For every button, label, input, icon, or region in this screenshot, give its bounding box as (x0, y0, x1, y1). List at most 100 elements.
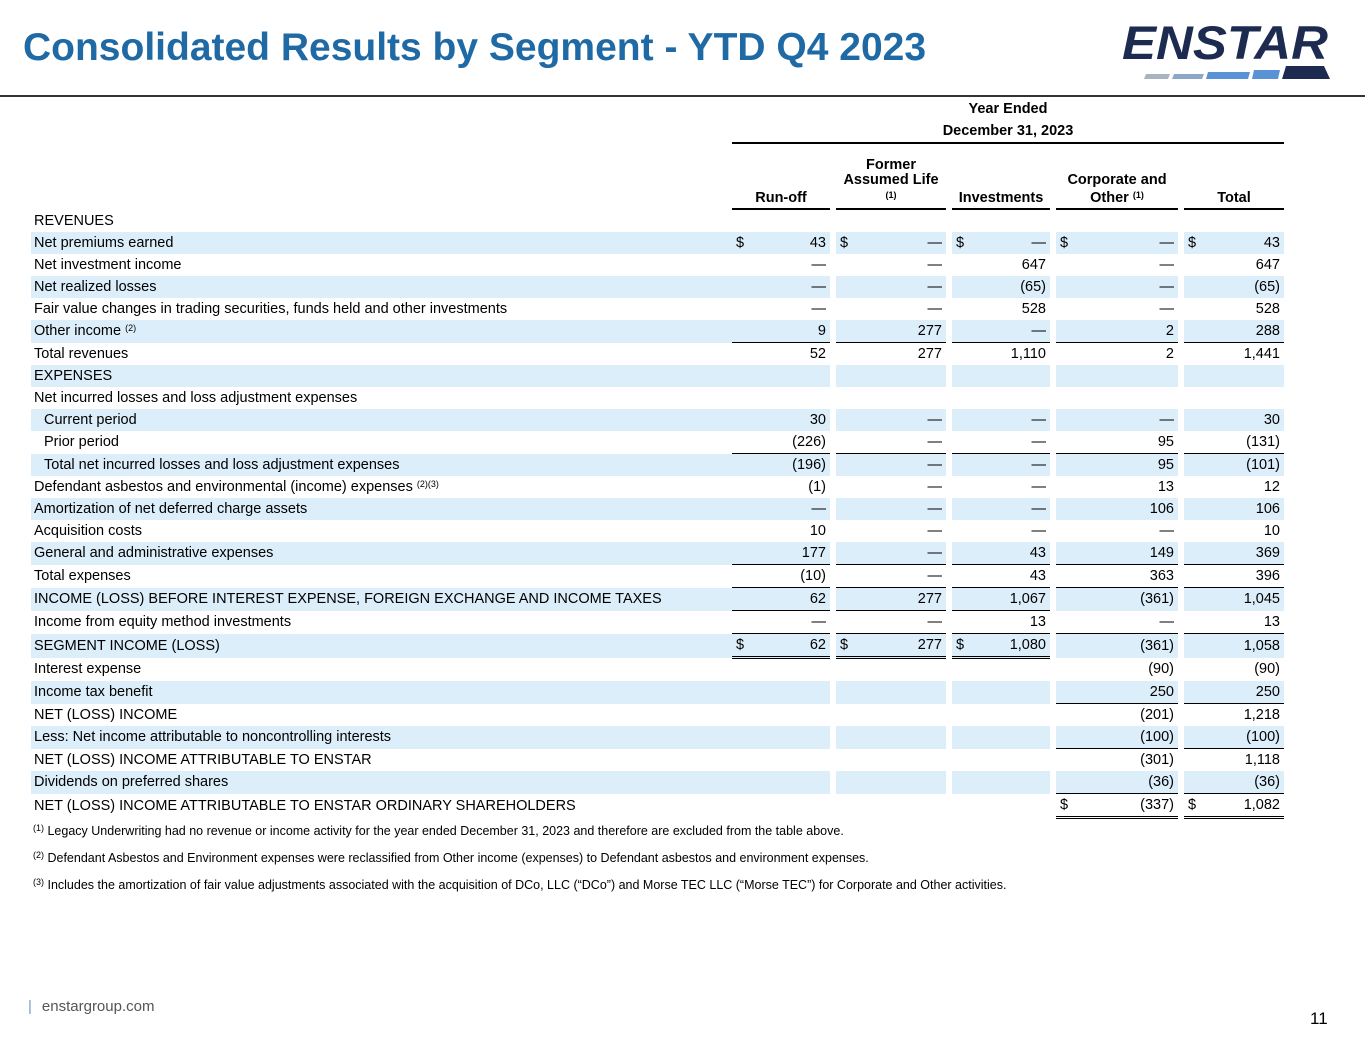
value-cell: — (836, 564, 946, 588)
row-label: Prior period (44, 434, 119, 451)
value-cell: 12 (1263, 479, 1280, 495)
segment-results-table: Year Ended December 31, 2023 Run-off Former… (31, 98, 1284, 819)
row-label: Total revenues (34, 345, 129, 362)
table-row: Total net incurred losses and loss adjus… (31, 453, 1284, 476)
value-cell: — (927, 257, 943, 273)
period-date: December 31, 2023 (732, 120, 1284, 144)
value-cell (952, 365, 1050, 387)
value-cell: $43 (732, 232, 830, 254)
value-cell: 277 (836, 320, 946, 343)
value-cell: (90) (1254, 661, 1280, 678)
value-cell: 277 (836, 342, 946, 365)
row-label: Dividends on preferred shares (31, 771, 732, 794)
row-label: NET (LOSS) INCOME ATTRIBUTABLE TO ENSTAR… (34, 797, 576, 814)
page-title: Consolidated Results by Segment - YTD Q4… (23, 26, 927, 69)
value-cell: 396 (1184, 564, 1284, 588)
value-cell: 277 (836, 587, 946, 611)
value-cell: 2 (1056, 342, 1178, 365)
value-cell: 43 (952, 564, 1050, 588)
footnote-1: (1) Legacy Underwriting had no revenue o… (33, 823, 844, 839)
row-label: Net incurred losses and loss adjustment … (34, 390, 358, 406)
value-cell (836, 794, 946, 818)
value-cell (732, 681, 830, 704)
col-investments: Investments (952, 143, 1050, 210)
col-runoff: Run-off (732, 143, 830, 210)
value-cell (836, 771, 946, 794)
value-cell (836, 658, 946, 682)
col-corporate-other: Corporate and Other (1) (1056, 143, 1178, 210)
value-cell: (201) (1056, 703, 1178, 726)
value-cell: 1,218 (1184, 703, 1284, 726)
value-cell: 647 (1021, 257, 1046, 273)
table-row: Dividends on preferred shares (36) (36) (31, 771, 1284, 794)
value-cell: (301) (1056, 748, 1178, 771)
table-row: Acquisition costs 10 — — — 10 (31, 520, 1284, 542)
value-cell: (10) (732, 564, 830, 588)
row-label: Total expenses (34, 568, 131, 584)
currency-symbol: $ (1060, 235, 1069, 251)
value-cell: 95 (1056, 453, 1178, 476)
row-label: EXPENSES (31, 365, 732, 387)
value-cell: — (836, 610, 946, 634)
value-cell: 1,045 (1184, 587, 1284, 611)
value-cell: $ — (836, 232, 946, 254)
value-cell: (90) (1148, 661, 1174, 678)
value-cell: (36) (1056, 771, 1178, 794)
value-cell (836, 749, 946, 772)
value-cell: — (1159, 523, 1175, 539)
value-cell (732, 387, 830, 409)
value-cell: 10 (1263, 523, 1280, 539)
value-cell: — (952, 453, 1050, 476)
value-cell: — (1031, 523, 1047, 539)
currency-symbol: $ (1188, 235, 1197, 251)
footer-website: enstargroup.com (41, 998, 155, 1015)
value-cell (732, 658, 830, 682)
value-cell: (101) (1184, 453, 1284, 476)
value-cell: — (732, 498, 830, 520)
value-cell (732, 749, 830, 772)
table-row: Current period 30— — —30 (31, 409, 1284, 431)
value-cell (952, 209, 1050, 232)
value-cell (836, 387, 946, 409)
value-cell: (100) (1184, 726, 1284, 749)
value-cell: — (952, 498, 1050, 520)
value-cell: — (1031, 479, 1047, 495)
value-cell: 1,118 (1184, 748, 1284, 771)
value-cell: 13 (1263, 613, 1280, 630)
currency-symbol: $ (956, 235, 965, 251)
value-cell: 177 (732, 542, 830, 565)
row-label: SEGMENT INCOME (LOSS) (31, 633, 732, 658)
row-label: Acquisition costs (34, 523, 142, 539)
footnote-3: (3) Includes the amortization of fair va… (33, 877, 1007, 893)
value-cell: 30 (1184, 409, 1284, 431)
value-cell: — (1056, 409, 1178, 431)
table-row: Prior period (226) — — 95 (131) (31, 431, 1284, 454)
value-cell: 1,110 (952, 342, 1050, 365)
row-label: Current period (31, 409, 732, 431)
table-row: NET (LOSS) INCOME ATTRIBUTABLE TO ENSTAR… (31, 748, 1284, 772)
value-cell: 647 (1255, 257, 1280, 273)
value-cell (1184, 365, 1284, 387)
value-cell: 13 (952, 610, 1050, 634)
value-cell: $43 (1184, 232, 1284, 254)
currency-symbol: $ (1060, 797, 1069, 813)
value-cell (732, 209, 830, 232)
value-cell (836, 365, 946, 387)
value-cell (952, 387, 1050, 409)
value-cell: 1,441 (1184, 342, 1284, 365)
value-cell: (65) (1184, 276, 1284, 298)
row-label: Income from equity method investments (34, 614, 292, 630)
value-cell: — (1031, 434, 1047, 450)
table-row: NET (LOSS) INCOME (201) 1,218 (31, 703, 1284, 726)
value-cell: $1,082 (1184, 793, 1284, 819)
row-label: Defendant asbestos and environmental (in… (34, 479, 439, 495)
period-header: Year Ended (968, 101, 1048, 117)
row-label: Fair value changes in trading securities… (34, 301, 508, 317)
value-cell: 250 (1056, 681, 1178, 704)
header-divider (0, 95, 1365, 97)
value-cell: 106 (1184, 498, 1284, 520)
table-row: NET (LOSS) INCOME ATTRIBUTABLE TO ENSTAR… (31, 793, 1284, 819)
value-cell: (36) (1184, 771, 1284, 794)
value-cell: 149 (1056, 542, 1178, 565)
value-cell (952, 749, 1050, 772)
